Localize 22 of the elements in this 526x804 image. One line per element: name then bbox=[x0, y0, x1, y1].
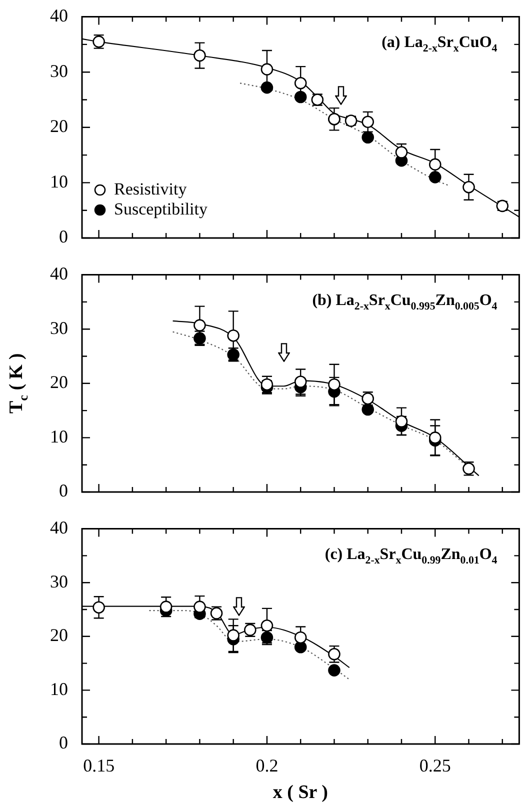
y-axis-title: Tc ( K ) bbox=[6, 353, 30, 414]
x-tick-label: 0.25 bbox=[419, 756, 451, 776]
y-tick-label: 20 bbox=[50, 625, 68, 646]
y-tick-label: 10 bbox=[50, 678, 68, 699]
y-tick-label: 40 bbox=[50, 264, 68, 284]
x-tick-label: 0.15 bbox=[83, 756, 115, 776]
y-tick-label: 30 bbox=[50, 571, 68, 592]
y-tick-label: 20 bbox=[50, 372, 68, 392]
y-tick-label: 10 bbox=[50, 171, 68, 192]
legend-label: Resistivity bbox=[114, 179, 188, 198]
y-tick-label: 0 bbox=[59, 480, 68, 501]
y-tick-label: 20 bbox=[50, 116, 68, 136]
y-tick-label: 30 bbox=[50, 60, 68, 81]
y-tick-label: 0 bbox=[59, 226, 68, 247]
x-tick-label: 0.2 bbox=[256, 756, 278, 776]
y-tick-label: 30 bbox=[50, 318, 68, 338]
y-tick-label: 40 bbox=[50, 6, 68, 26]
y-tick-label: 40 bbox=[50, 518, 68, 538]
legend-label: Susceptibility bbox=[114, 199, 208, 218]
y-tick-label: 0 bbox=[59, 732, 68, 753]
y-tick-label: 10 bbox=[50, 426, 68, 446]
x-axis-title: x ( Sr ) bbox=[272, 782, 328, 803]
